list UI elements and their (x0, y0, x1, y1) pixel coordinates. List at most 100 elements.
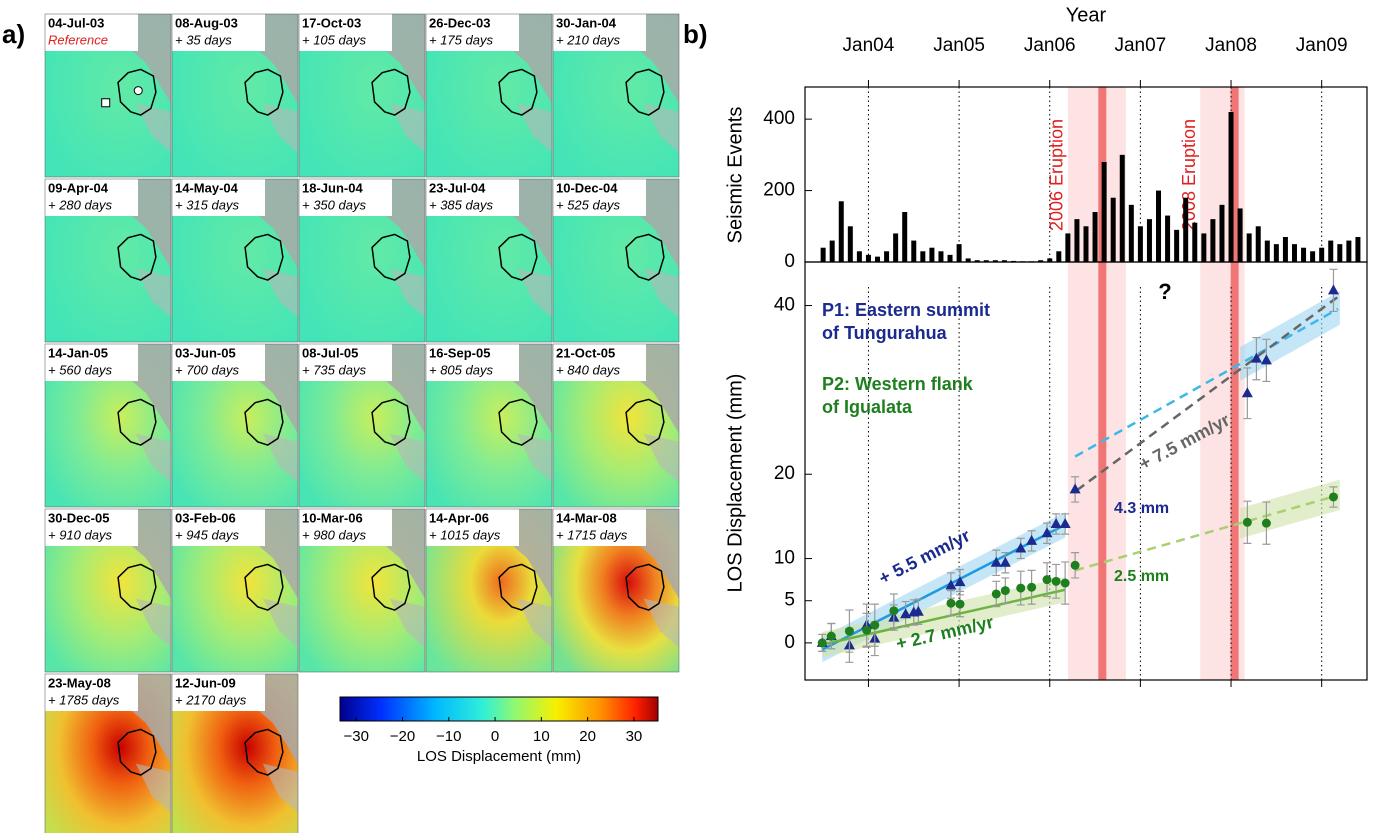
map-offset: + 2170 days (175, 692, 247, 707)
map-offset: + 210 days (556, 32, 620, 47)
plot-frame (804, 261, 1368, 681)
bar (1346, 240, 1352, 262)
volcano-outline (498, 563, 538, 611)
bar (929, 247, 935, 262)
volcano-outline (117, 728, 157, 776)
tile-frame (425, 343, 553, 508)
map-date: 04-Jul-03 (48, 15, 104, 30)
bar (1128, 204, 1134, 262)
map-tile: 18-Jun-04 + 350 days (298, 178, 426, 343)
map-tile: 26-Dec-03 + 175 days (425, 13, 553, 178)
relief (643, 433, 679, 483)
y-tick-label: 5 (784, 590, 795, 611)
y-tick-label: 0 (784, 251, 795, 272)
bar (1110, 197, 1116, 262)
bar (1291, 244, 1297, 262)
fit-line (1076, 294, 1341, 492)
map-offset: + 525 days (556, 197, 620, 212)
point (1027, 582, 1037, 592)
map-offset: + 105 days (302, 32, 366, 47)
label-box (553, 509, 646, 546)
relief (516, 598, 552, 648)
map-date: 21-Oct-05 (556, 345, 615, 360)
bar (1047, 258, 1053, 262)
map-tile: 10-Mar-06 + 980 days (298, 508, 426, 673)
bar (1201, 233, 1207, 262)
volcano-outline (117, 68, 157, 116)
tile-frame (298, 343, 426, 508)
point (1042, 575, 1052, 585)
annotation: 4.3 mm (1114, 500, 1169, 517)
tile-frame (44, 508, 172, 673)
map-date: 08-Jul-05 (302, 345, 358, 360)
tile-frame (171, 508, 299, 673)
point (1059, 517, 1071, 528)
label-box (172, 509, 265, 546)
x-tick-label: Jan08 (1205, 35, 1257, 56)
bar (1328, 240, 1334, 262)
label-box (299, 179, 392, 216)
series-label: of Igualata (822, 397, 913, 417)
tile-frame (44, 13, 172, 178)
relief (389, 598, 425, 648)
map-offset: + 980 days (302, 527, 366, 542)
bar (1092, 212, 1098, 262)
colorbar-tick-label: 20 (579, 728, 596, 745)
map-tile: 10-Dec-04 + 525 days (552, 178, 680, 343)
tile-frame (298, 178, 426, 343)
relief (135, 763, 171, 813)
point (1060, 578, 1070, 588)
bar (1219, 204, 1225, 262)
fit-line (1074, 307, 1339, 458)
colorbar-tick-label: −10 (436, 728, 461, 745)
bar (947, 254, 953, 262)
bar (1264, 240, 1270, 262)
y-tick-label: 20 (774, 463, 795, 484)
y-tick-label: 400 (763, 108, 795, 129)
bar (1228, 112, 1234, 262)
eruption-label: 2006 Eruption (1047, 119, 1067, 231)
eruption-peak (1230, 87, 1239, 680)
map-tile: 08-Aug-03 + 35 days (171, 13, 299, 178)
map-tile: 16-Sep-05 + 805 days (425, 343, 553, 508)
bar (1137, 226, 1143, 262)
y-tick-label: 40 (774, 295, 795, 316)
x-tick-label: Jan06 (1024, 35, 1076, 56)
map-tile: 12-Jun-09 + 2170 days (171, 673, 299, 833)
map-tile: 17-Oct-03 + 105 days (298, 13, 426, 178)
point (999, 556, 1011, 567)
relief (643, 103, 679, 153)
tile-frame (44, 673, 172, 833)
map-tile: 21-Oct-05 + 840 days (552, 343, 680, 508)
relief (262, 433, 298, 483)
map-tile: 14-Jan-05 + 560 days (44, 343, 172, 508)
volcano-outline (244, 563, 284, 611)
tile-frame (552, 343, 680, 508)
relief (262, 268, 298, 318)
relief (643, 598, 679, 648)
map-date: 10-Dec-04 (556, 180, 618, 195)
point (1015, 542, 1027, 553)
point (1242, 517, 1252, 527)
point (889, 606, 899, 616)
bar (1301, 247, 1307, 262)
map-offset: + 1015 days (429, 527, 501, 542)
map-offset: + 1715 days (556, 527, 628, 542)
volcano-outline (117, 398, 157, 446)
bar (1237, 208, 1243, 262)
volcano-outline (244, 398, 284, 446)
bar (1001, 260, 1007, 262)
bar (838, 201, 844, 262)
relief (389, 268, 425, 318)
volcano-outline (244, 728, 284, 776)
volcano-outline (117, 563, 157, 611)
bar (893, 233, 899, 262)
map-date: 10-Mar-06 (302, 510, 363, 525)
volcano-outline (498, 68, 538, 116)
label-box (553, 14, 646, 51)
point (1069, 483, 1081, 494)
map-offset: + 385 days (429, 197, 493, 212)
label-box (45, 674, 138, 711)
bar (983, 260, 989, 262)
